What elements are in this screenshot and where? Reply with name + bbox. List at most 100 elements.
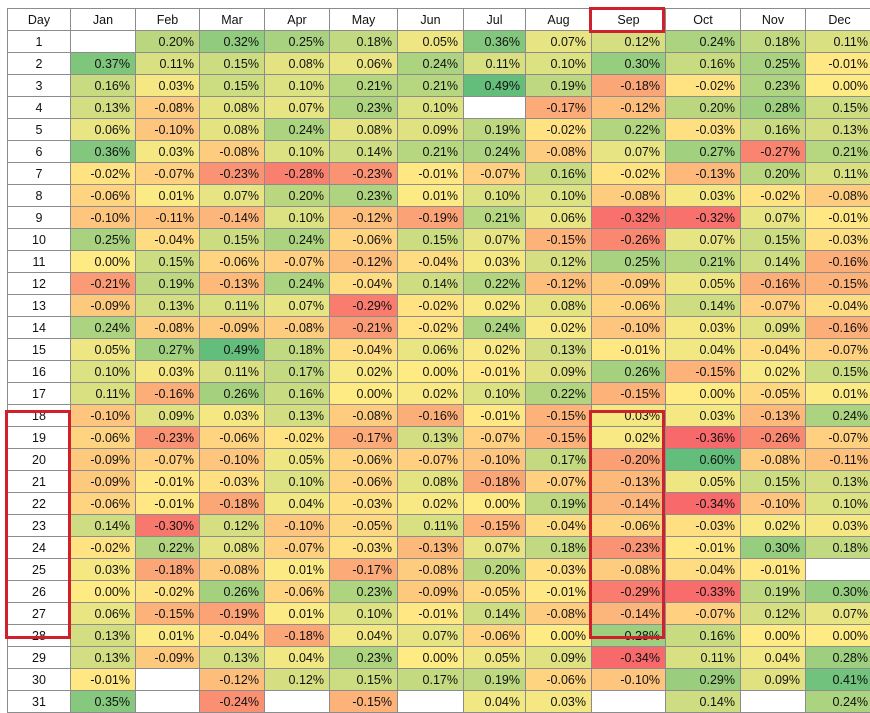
value-cell-jan[interactable]: -0.10% xyxy=(71,207,136,229)
value-cell-jul[interactable]: 0.36% xyxy=(464,31,526,53)
value-cell-jun[interactable]: -0.13% xyxy=(398,537,464,559)
value-cell-feb[interactable] xyxy=(136,669,200,691)
value-cell-dec[interactable]: 0.41% xyxy=(806,669,870,691)
value-cell-sep[interactable]: -0.09% xyxy=(592,273,666,295)
day-cell[interactable]: 3 xyxy=(8,75,71,97)
day-cell[interactable]: 10 xyxy=(8,229,71,251)
value-cell-apr[interactable]: 0.20% xyxy=(265,185,330,207)
value-cell-sep[interactable]: -0.13% xyxy=(592,471,666,493)
value-cell-jul[interactable]: 0.10% xyxy=(464,185,526,207)
value-cell-jan[interactable]: 0.16% xyxy=(71,75,136,97)
value-cell-jun[interactable]: 0.07% xyxy=(398,625,464,647)
header-may[interactable]: May xyxy=(330,9,398,31)
value-cell-aug[interactable]: 0.10% xyxy=(526,53,592,75)
value-cell-aug[interactable]: 0.12% xyxy=(526,251,592,273)
value-cell-sep[interactable]: 0.07% xyxy=(592,141,666,163)
value-cell-apr[interactable]: 0.10% xyxy=(265,75,330,97)
value-cell-jan[interactable]: 0.05% xyxy=(71,339,136,361)
value-cell-sep[interactable]: 0.03% xyxy=(592,405,666,427)
value-cell-jan[interactable]: 0.25% xyxy=(71,229,136,251)
value-cell-oct[interactable]: 0.11% xyxy=(666,647,741,669)
value-cell-apr[interactable]: -0.07% xyxy=(265,251,330,273)
value-cell-feb[interactable]: -0.23% xyxy=(136,427,200,449)
value-cell-sep[interactable]: -0.34% xyxy=(592,647,666,669)
value-cell-mar[interactable]: -0.13% xyxy=(200,273,265,295)
value-cell-feb[interactable]: -0.02% xyxy=(136,581,200,603)
value-cell-jul[interactable]: 0.49% xyxy=(464,75,526,97)
value-cell-sep[interactable]: -0.06% xyxy=(592,295,666,317)
value-cell-sep[interactable]: -0.26% xyxy=(592,229,666,251)
value-cell-jun[interactable]: -0.02% xyxy=(398,317,464,339)
value-cell-sep[interactable]: 0.28% xyxy=(592,625,666,647)
day-cell[interactable]: 30 xyxy=(8,669,71,691)
value-cell-aug[interactable]: 0.00% xyxy=(526,625,592,647)
value-cell-jan[interactable]: 0.00% xyxy=(71,581,136,603)
value-cell-oct[interactable]: 0.21% xyxy=(666,251,741,273)
value-cell-may[interactable]: 0.08% xyxy=(330,119,398,141)
value-cell-oct[interactable]: 0.14% xyxy=(666,691,741,713)
value-cell-oct[interactable]: 0.03% xyxy=(666,317,741,339)
value-cell-may[interactable]: 0.18% xyxy=(330,31,398,53)
value-cell-dec[interactable] xyxy=(806,559,870,581)
value-cell-mar[interactable]: 0.12% xyxy=(200,515,265,537)
day-cell[interactable]: 7 xyxy=(8,163,71,185)
value-cell-jan[interactable]: 0.35% xyxy=(71,691,136,713)
value-cell-oct[interactable]: -0.07% xyxy=(666,603,741,625)
day-cell[interactable]: 31 xyxy=(8,691,71,713)
value-cell-dec[interactable]: 0.07% xyxy=(806,603,870,625)
header-jan[interactable]: Jan xyxy=(71,9,136,31)
value-cell-jul[interactable]: -0.07% xyxy=(464,427,526,449)
value-cell-mar[interactable]: 0.15% xyxy=(200,53,265,75)
value-cell-aug[interactable]: 0.06% xyxy=(526,207,592,229)
value-cell-aug[interactable]: 0.10% xyxy=(526,185,592,207)
value-cell-sep[interactable]: 0.02% xyxy=(592,427,666,449)
value-cell-jun[interactable]: 0.21% xyxy=(398,75,464,97)
value-cell-mar[interactable]: 0.15% xyxy=(200,229,265,251)
value-cell-oct[interactable]: 0.05% xyxy=(666,471,741,493)
value-cell-mar[interactable]: 0.26% xyxy=(200,581,265,603)
value-cell-jan[interactable]: 0.13% xyxy=(71,647,136,669)
value-cell-jun[interactable]: 0.05% xyxy=(398,31,464,53)
value-cell-may[interactable]: -0.17% xyxy=(330,559,398,581)
value-cell-sep[interactable] xyxy=(592,691,666,713)
value-cell-oct[interactable]: 0.05% xyxy=(666,273,741,295)
day-cell[interactable]: 5 xyxy=(8,119,71,141)
value-cell-aug[interactable]: 0.09% xyxy=(526,647,592,669)
value-cell-jul[interactable]: -0.01% xyxy=(464,405,526,427)
value-cell-feb[interactable]: 0.03% xyxy=(136,75,200,97)
value-cell-jul[interactable]: -0.07% xyxy=(464,163,526,185)
day-cell[interactable]: 16 xyxy=(8,361,71,383)
day-cell[interactable]: 6 xyxy=(8,141,71,163)
value-cell-aug[interactable]: -0.03% xyxy=(526,559,592,581)
value-cell-jul[interactable]: 0.05% xyxy=(464,647,526,669)
value-cell-feb[interactable]: 0.22% xyxy=(136,537,200,559)
value-cell-nov[interactable]: 0.30% xyxy=(741,537,806,559)
value-cell-aug[interactable]: 0.19% xyxy=(526,493,592,515)
value-cell-apr[interactable]: 0.24% xyxy=(265,119,330,141)
day-cell[interactable]: 20 xyxy=(8,449,71,471)
value-cell-aug[interactable]: 0.03% xyxy=(526,691,592,713)
value-cell-apr[interactable]: 0.01% xyxy=(265,603,330,625)
value-cell-jun[interactable]: 0.14% xyxy=(398,273,464,295)
value-cell-oct[interactable]: 0.16% xyxy=(666,53,741,75)
value-cell-jun[interactable]: 0.08% xyxy=(398,471,464,493)
value-cell-feb[interactable]: -0.07% xyxy=(136,163,200,185)
value-cell-jan[interactable]: -0.06% xyxy=(71,185,136,207)
value-cell-jun[interactable]: 0.00% xyxy=(398,361,464,383)
value-cell-apr[interactable]: 0.08% xyxy=(265,53,330,75)
value-cell-dec[interactable]: -0.11% xyxy=(806,449,870,471)
value-cell-dec[interactable]: 0.01% xyxy=(806,383,870,405)
value-cell-feb[interactable]: -0.16% xyxy=(136,383,200,405)
value-cell-jul[interactable]: 0.07% xyxy=(464,229,526,251)
value-cell-may[interactable]: -0.08% xyxy=(330,405,398,427)
value-cell-jun[interactable]: 0.21% xyxy=(398,141,464,163)
value-cell-may[interactable]: 0.15% xyxy=(330,669,398,691)
value-cell-may[interactable]: 0.04% xyxy=(330,625,398,647)
value-cell-jul[interactable]: 0.11% xyxy=(464,53,526,75)
value-cell-dec[interactable]: -0.08% xyxy=(806,185,870,207)
value-cell-jan[interactable]: 0.06% xyxy=(71,119,136,141)
value-cell-oct[interactable]: -0.34% xyxy=(666,493,741,515)
value-cell-mar[interactable]: -0.14% xyxy=(200,207,265,229)
day-cell[interactable]: 4 xyxy=(8,97,71,119)
day-cell[interactable]: 11 xyxy=(8,251,71,273)
